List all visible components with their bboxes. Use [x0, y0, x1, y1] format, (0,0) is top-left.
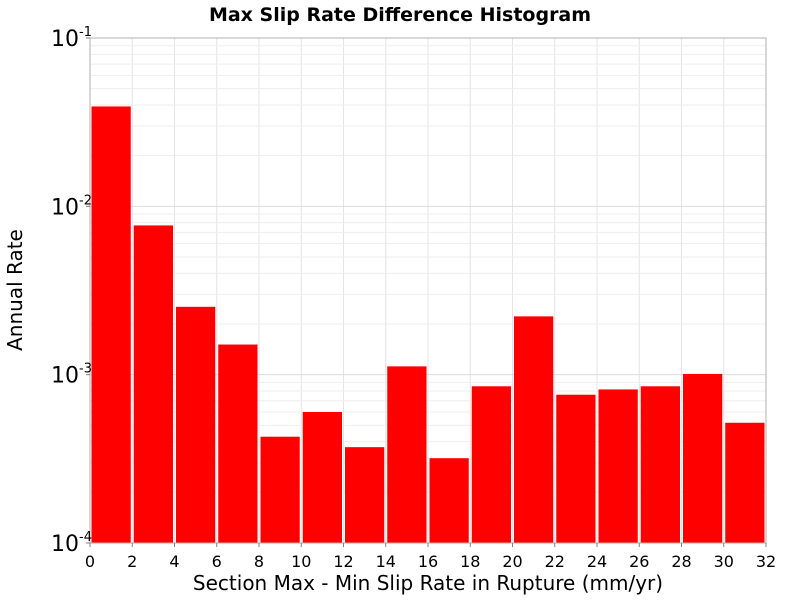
x-tick-label: 0 [85, 552, 95, 571]
x-tick-label: 20 [502, 552, 522, 571]
bar-13 [640, 386, 680, 543]
x-tick-label: 2 [127, 552, 137, 571]
x-tick-label: 22 [545, 552, 565, 571]
bar-7 [387, 366, 427, 543]
x-axis-label: Section Max - Min Slip Rate in Rupture (… [193, 571, 663, 595]
y-axis-ticks: 10-1 10-2 10-3 10-4 [51, 25, 92, 557]
bar-0 [91, 106, 131, 544]
x-tick-label: 12 [333, 552, 353, 571]
bar-2 [176, 306, 216, 543]
bar-9 [471, 386, 511, 543]
x-tick-label: 6 [212, 552, 222, 571]
y-axis-label: Annual Rate [3, 229, 27, 351]
x-tick-label: 18 [460, 552, 480, 571]
bar-8 [429, 458, 469, 543]
bar-15 [725, 422, 765, 543]
x-axis-ticks: 0 2 4 6 8 10 12 14 16 18 20 22 24 26 28 30 32 [85, 543, 776, 571]
x-tick-label: 10 [291, 552, 311, 571]
bar-3 [218, 344, 258, 543]
y-tick-label: 10-4 [51, 530, 92, 557]
bar-6 [345, 447, 385, 543]
bars-group [91, 106, 765, 544]
y-tick-label: 10-3 [51, 362, 92, 389]
chart-title: Max Slip Rate Difference Histogram [209, 4, 591, 26]
x-tick-label: 16 [418, 552, 438, 571]
bar-12 [598, 389, 638, 543]
x-tick-label: 8 [254, 552, 264, 571]
bar-14 [683, 373, 723, 543]
x-tick-label: 30 [714, 552, 734, 571]
bar-1 [133, 225, 173, 543]
x-tick-label: 14 [376, 552, 396, 571]
x-tick-label: 24 [587, 552, 607, 571]
bar-10 [514, 316, 554, 543]
x-tick-label: 26 [629, 552, 649, 571]
x-tick-label: 4 [169, 552, 179, 571]
bar-5 [302, 412, 342, 543]
bar-4 [260, 436, 300, 543]
y-tick-label: 10-1 [51, 25, 92, 52]
x-tick-label: 28 [671, 552, 691, 571]
y-tick-label: 10-2 [51, 193, 92, 220]
bar-11 [556, 394, 596, 543]
x-tick-label: 32 [756, 552, 776, 571]
